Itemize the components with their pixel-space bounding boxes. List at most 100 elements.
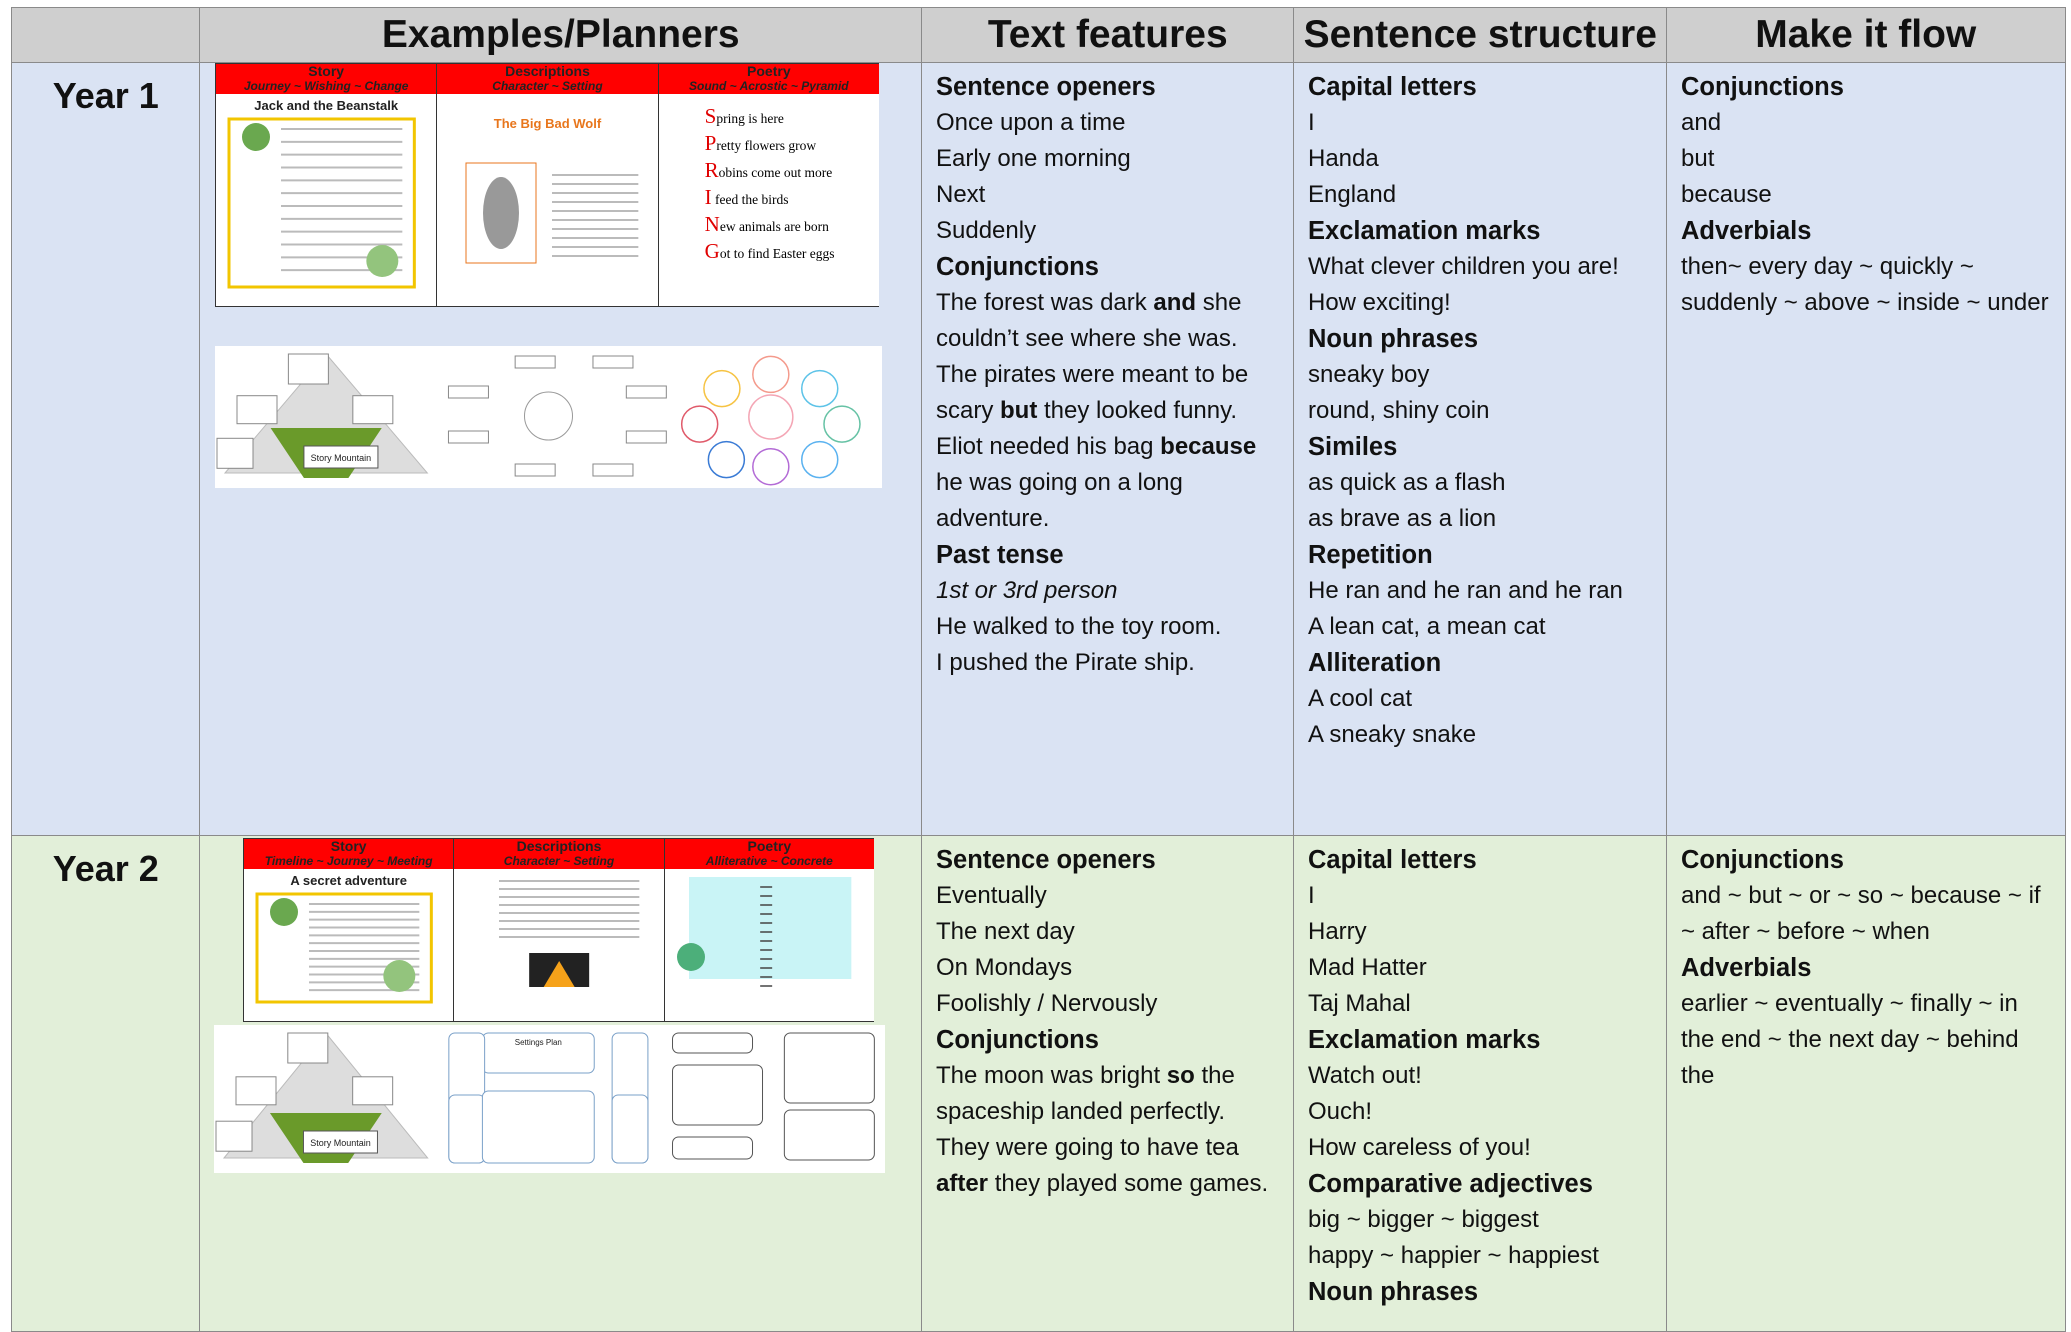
text-line: but: [1681, 145, 1715, 172]
planner-shape: [514, 355, 556, 369]
planner-shape: [783, 1032, 875, 1104]
planner-shape: [303, 445, 379, 469]
planner-label: Settings Plan: [515, 1038, 562, 1047]
panel-title: Descriptions: [505, 63, 590, 79]
text-line: The next day: [936, 918, 1075, 945]
planner-shape: [680, 405, 719, 443]
text-line: On Mondays: [936, 954, 1073, 981]
planner-shape: [482, 177, 519, 249]
panel-title: Story: [308, 63, 345, 79]
text-line: I pushed the Pirate ship.: [936, 649, 1195, 676]
header-cell: Make it flow: [1666, 7, 2066, 64]
genre-panel: Poetry Alliterative ~ Concrete: [663, 838, 874, 1022]
text-line: because: [1681, 181, 1772, 208]
text-run: the spaceship landed perfectly.: [936, 1062, 1235, 1125]
text-cell: Sentence openers Once upon a time Early on…: [921, 62, 1295, 837]
page-illustration: [498, 880, 640, 987]
planner-shape: [352, 395, 394, 425]
text-line: big ~ bigger ~ biggest: [1308, 1206, 1539, 1233]
planner-shape: [216, 437, 254, 469]
planner-shape: [800, 440, 839, 479]
example-sentence: The forest was dark and she couldn’t see…: [936, 285, 1280, 357]
year-label: Year 2: [11, 835, 201, 1332]
panel-subtitle: Timeline ~ Journey ~ Meeting: [264, 854, 433, 868]
planner-shape: [302, 1130, 378, 1154]
planner-shape: [514, 463, 556, 477]
text-line: as brave as a lion: [1308, 505, 1497, 532]
planner-shape: [823, 405, 861, 443]
section-heading: Adverbials: [1681, 217, 1812, 245]
bold-word: because: [1160, 433, 1257, 460]
text-run: she couldn’t see where she was.: [936, 289, 1242, 352]
section-heading: Noun phrases: [1308, 325, 1479, 353]
section-heading: Repetition: [1308, 541, 1433, 569]
planner-shape: [689, 877, 852, 979]
panel-header: Descriptions Character ~ Setting: [454, 839, 664, 869]
example-sentence: Eliot needed his bag because he was goin…: [936, 429, 1280, 537]
text-line: Once upon a time: [936, 109, 1126, 136]
poem-line: Robins come out more: [704, 158, 833, 182]
text-run: they looked funny.: [1037, 397, 1238, 424]
panel-heading: The Big Bad Wolf: [493, 116, 602, 131]
text-run: The forest was dark: [936, 289, 1154, 316]
panel-heading: A secret adventure: [290, 873, 407, 888]
poem: Spring is here Pretty flowers grow Robins …: [659, 104, 879, 266]
planner-shape: [215, 1120, 253, 1152]
planner-shape: [287, 353, 329, 385]
genre-panel: Story Journey ~ Wishing ~ Change Jack and …: [215, 63, 438, 307]
text-line: happy ~ happier ~ happiest: [1308, 1242, 1599, 1269]
text-line: Taj Mahal: [1308, 990, 1411, 1017]
planner-shape: [800, 369, 839, 408]
section-heading: Conjunctions: [936, 253, 1099, 281]
planner-shape: [752, 355, 790, 394]
year-label: Year 1: [11, 62, 201, 837]
header-cell: Examples/Planners: [199, 7, 923, 64]
text-run: The moon was bright: [936, 1062, 1167, 1089]
page-illustration: [227, 117, 416, 289]
planner-shape: [352, 1076, 394, 1106]
genre-panel: Descriptions Character ~ Setting: [453, 838, 665, 1022]
text-line: Ouch!: [1308, 1098, 1373, 1125]
planner-shape: [241, 123, 270, 151]
panel-subtitle: Character ~ Setting: [492, 79, 603, 93]
text-line: then~ every day ~ quickly ~ suddenly ~ a…: [1681, 253, 2049, 316]
text-run: The pirates were meant to be scary: [936, 361, 1249, 424]
section-heading: Conjunctions: [1681, 846, 1844, 874]
text-line: as quick as a flash: [1308, 469, 1506, 496]
text-cell: Capital letters I Handa England Exclamation …: [1293, 62, 1668, 837]
text-line: sneaky boy: [1308, 361, 1430, 388]
example-sentence: The moon was bright so the spaceship lan…: [936, 1058, 1280, 1130]
poem-line: Spring is here: [704, 104, 784, 128]
text-line: How exciting!: [1308, 289, 1451, 316]
planner-shape: [752, 447, 790, 486]
header-cell: Sentence structure: [1293, 7, 1668, 64]
panel-header: Poetry Alliterative ~ Concrete: [664, 839, 874, 869]
text-line: Harry: [1308, 918, 1367, 945]
panel-header: Poetry Sound ~ Acrostic ~ Pyramid: [658, 64, 879, 94]
text-line: earlier ~ eventually ~ finally ~ in the …: [1681, 990, 2019, 1089]
text-line: Mad Hatter: [1308, 954, 1427, 981]
text-line: A cool cat: [1308, 685, 1413, 712]
examples-cell: Story Timeline ~ Journey ~ Meeting A secre…: [199, 835, 923, 1332]
planner-shape: [382, 960, 415, 992]
planner-label: Story Mountain: [310, 1138, 371, 1148]
text-line: A lean cat, a mean cat: [1308, 613, 1546, 640]
planner-shape: [448, 1094, 486, 1164]
section-heading: Capital letters: [1308, 73, 1477, 101]
header-cell: [11, 7, 201, 64]
panel-subtitle: Character ~ Setting: [503, 854, 615, 868]
genre-panel: Poetry Sound ~ Acrostic ~ Pyramid Spring i…: [657, 63, 879, 307]
text-line: Watch out!: [1308, 1062, 1422, 1089]
section-heading: Alliteration: [1308, 649, 1442, 677]
example-sentence: They were going to have tea after they p…: [936, 1130, 1280, 1202]
text-line: Early one morning: [936, 145, 1131, 172]
planner-shape: [611, 1094, 649, 1164]
section-heading: Sentence openers: [936, 846, 1156, 874]
planner-shape: [677, 943, 706, 971]
section-heading: Sentence openers: [936, 73, 1156, 101]
poem-line: Got to find Easter eggs: [704, 239, 835, 263]
section-heading: Conjunctions: [1681, 73, 1844, 101]
planner-shape: [592, 463, 634, 477]
text-cell: Capital letters I Harry Mad Hatter Taj Mahal…: [1293, 835, 1668, 1332]
